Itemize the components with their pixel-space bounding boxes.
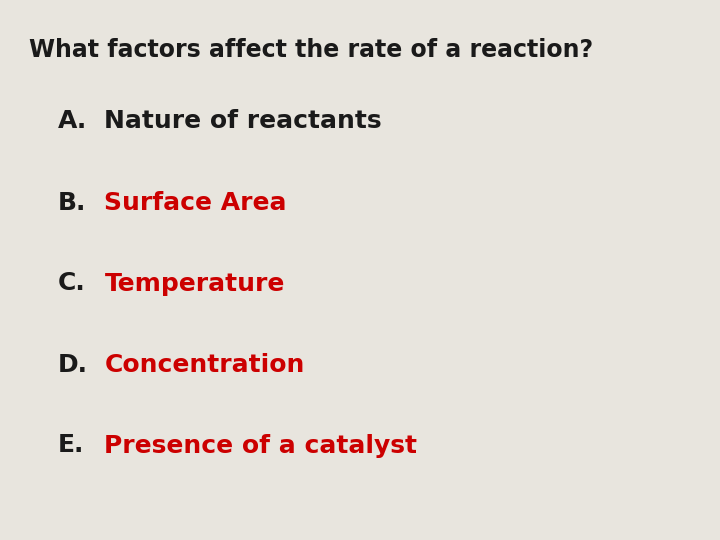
- Text: Surface Area: Surface Area: [104, 191, 287, 214]
- Text: A.: A.: [58, 110, 87, 133]
- Text: Concentration: Concentration: [104, 353, 305, 376]
- Text: B.: B.: [58, 191, 86, 214]
- Text: Nature of reactants: Nature of reactants: [104, 110, 382, 133]
- Text: D.: D.: [58, 353, 88, 376]
- Text: E.: E.: [58, 434, 84, 457]
- Text: Temperature: Temperature: [104, 272, 285, 295]
- Text: What factors affect the rate of a reaction?: What factors affect the rate of a reacti…: [29, 38, 593, 62]
- Text: Presence of a catalyst: Presence of a catalyst: [104, 434, 418, 457]
- Text: C.: C.: [58, 272, 86, 295]
